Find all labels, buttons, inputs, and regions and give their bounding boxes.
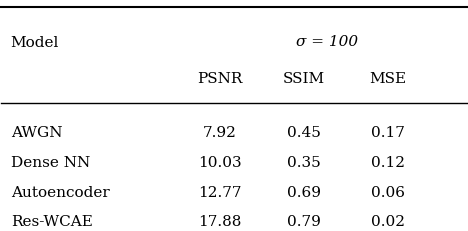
Text: Res-WCAE: Res-WCAE bbox=[11, 214, 93, 228]
Text: 0.12: 0.12 bbox=[371, 155, 404, 169]
Text: 17.88: 17.88 bbox=[198, 214, 242, 228]
Text: 0.06: 0.06 bbox=[371, 185, 404, 199]
Text: Dense NN: Dense NN bbox=[11, 155, 90, 169]
Text: PSNR: PSNR bbox=[197, 71, 243, 85]
Text: 12.77: 12.77 bbox=[198, 185, 242, 199]
Text: Model: Model bbox=[11, 36, 59, 50]
Text: MSE: MSE bbox=[369, 71, 406, 85]
Text: 10.03: 10.03 bbox=[198, 155, 242, 169]
Text: 0.35: 0.35 bbox=[287, 155, 321, 169]
Text: σ = 100: σ = 100 bbox=[296, 35, 358, 49]
Text: AWGN: AWGN bbox=[11, 126, 62, 140]
Text: Autoencoder: Autoencoder bbox=[11, 185, 110, 199]
Text: 7.92: 7.92 bbox=[203, 126, 237, 140]
Text: 0.17: 0.17 bbox=[371, 126, 404, 140]
Text: SSIM: SSIM bbox=[283, 71, 325, 85]
Text: 0.45: 0.45 bbox=[287, 126, 321, 140]
Text: 0.79: 0.79 bbox=[287, 214, 321, 228]
Text: 0.69: 0.69 bbox=[287, 185, 321, 199]
Text: 0.02: 0.02 bbox=[371, 214, 404, 228]
